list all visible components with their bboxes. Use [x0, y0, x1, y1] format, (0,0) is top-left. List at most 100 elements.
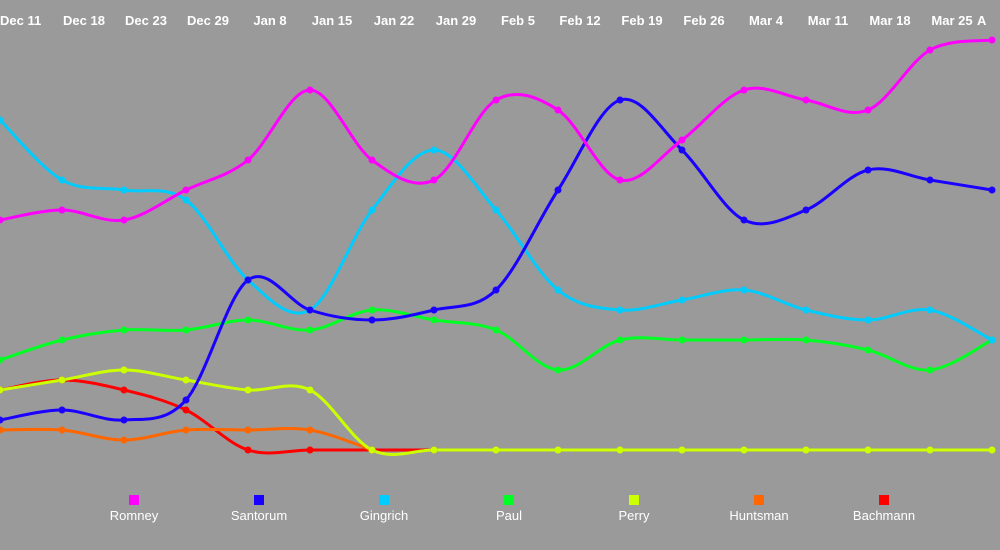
data-point-paul-2[interactable]	[120, 326, 128, 334]
data-point-gingrich-16[interactable]	[988, 336, 996, 344]
data-point-santorum-5[interactable]	[306, 306, 314, 314]
data-point-huntsman-3[interactable]	[182, 426, 190, 434]
data-point-gingrich-7[interactable]	[430, 146, 438, 154]
data-point-perry-6[interactable]	[368, 446, 376, 454]
data-point-romney-1[interactable]	[58, 206, 66, 214]
data-point-santorum-7[interactable]	[430, 306, 438, 314]
data-point-santorum-12[interactable]	[740, 216, 748, 224]
data-point-perry-14[interactable]	[864, 446, 872, 454]
legend-item-bachmann[interactable]: Bachmann	[853, 495, 915, 523]
data-point-perry-2[interactable]	[120, 366, 128, 374]
data-point-paul-0[interactable]	[0, 356, 4, 364]
data-point-santorum-9[interactable]	[554, 186, 562, 194]
data-point-perry-0[interactable]	[0, 386, 4, 394]
data-point-gingrich-10[interactable]	[616, 306, 624, 314]
data-point-santorum-10[interactable]	[616, 96, 624, 104]
data-point-huntsman-5[interactable]	[306, 426, 314, 434]
data-point-paul-10[interactable]	[616, 336, 624, 344]
data-point-gingrich-3[interactable]	[182, 196, 190, 204]
data-point-paul-11[interactable]	[678, 336, 686, 344]
data-point-romney-16[interactable]	[988, 36, 996, 44]
data-point-gingrich-9[interactable]	[554, 286, 562, 294]
data-point-romney-6[interactable]	[368, 156, 376, 164]
data-point-santorum-0[interactable]	[0, 416, 4, 424]
data-point-gingrich-2[interactable]	[120, 186, 128, 194]
data-point-paul-12[interactable]	[740, 336, 748, 344]
data-point-santorum-14[interactable]	[864, 166, 872, 174]
data-point-gingrich-12[interactable]	[740, 286, 748, 294]
data-point-gingrich-0[interactable]	[0, 116, 4, 124]
data-point-romney-3[interactable]	[182, 186, 190, 194]
data-point-santorum-8[interactable]	[492, 286, 500, 294]
data-point-paul-3[interactable]	[182, 326, 190, 334]
data-point-gingrich-13[interactable]	[802, 306, 810, 314]
legend-item-santorum[interactable]: Santorum	[231, 495, 287, 523]
data-point-paul-1[interactable]	[58, 336, 66, 344]
data-point-paul-9[interactable]	[554, 366, 562, 374]
data-point-perry-15[interactable]	[926, 446, 934, 454]
data-point-paul-4[interactable]	[244, 316, 252, 324]
data-point-gingrich-14[interactable]	[864, 316, 872, 324]
data-point-gingrich-6[interactable]	[368, 206, 376, 214]
data-point-perry-7[interactable]	[430, 446, 438, 454]
data-point-romney-15[interactable]	[926, 46, 934, 54]
data-point-perry-4[interactable]	[244, 386, 252, 394]
legend-item-huntsman[interactable]: Huntsman	[729, 495, 789, 523]
data-point-romney-5[interactable]	[306, 86, 314, 94]
data-point-santorum-4[interactable]	[244, 276, 252, 284]
data-point-perry-9[interactable]	[554, 446, 562, 454]
data-point-santorum-6[interactable]	[368, 316, 376, 324]
data-point-paul-8[interactable]	[492, 326, 500, 334]
data-point-paul-6[interactable]	[368, 306, 376, 314]
data-point-gingrich-11[interactable]	[678, 296, 686, 304]
data-point-paul-14[interactable]	[864, 346, 872, 354]
data-point-romney-4[interactable]	[244, 156, 252, 164]
data-point-paul-5[interactable]	[306, 326, 314, 334]
data-point-paul-13[interactable]	[802, 336, 810, 344]
data-point-huntsman-0[interactable]	[0, 426, 4, 434]
data-point-bachmann-4[interactable]	[244, 446, 252, 454]
data-point-romney-9[interactable]	[554, 106, 562, 114]
data-point-santorum-16[interactable]	[988, 186, 996, 194]
data-point-perry-12[interactable]	[740, 446, 748, 454]
data-point-bachmann-5[interactable]	[306, 446, 314, 454]
data-point-romney-12[interactable]	[740, 86, 748, 94]
data-point-gingrich-8[interactable]	[492, 206, 500, 214]
data-point-perry-3[interactable]	[182, 376, 190, 384]
legend-item-perry[interactable]: Perry	[618, 495, 650, 523]
data-point-perry-10[interactable]	[616, 446, 624, 454]
data-point-romney-2[interactable]	[120, 216, 128, 224]
data-point-romney-14[interactable]	[864, 106, 872, 114]
data-point-perry-5[interactable]	[306, 386, 314, 394]
data-point-santorum-13[interactable]	[802, 206, 810, 214]
data-point-bachmann-3[interactable]	[182, 406, 190, 414]
data-point-romney-10[interactable]	[616, 176, 624, 184]
data-point-gingrich-1[interactable]	[58, 176, 66, 184]
data-point-romney-0[interactable]	[0, 216, 4, 224]
data-point-santorum-2[interactable]	[120, 416, 128, 424]
data-point-bachmann-2[interactable]	[120, 386, 128, 394]
data-point-perry-11[interactable]	[678, 446, 686, 454]
data-point-gingrich-15[interactable]	[926, 306, 934, 314]
data-point-santorum-15[interactable]	[926, 176, 934, 184]
legend-item-romney[interactable]: Romney	[110, 495, 159, 523]
data-point-romney-11[interactable]	[678, 136, 686, 144]
data-point-paul-7[interactable]	[430, 316, 438, 324]
data-point-romney-13[interactable]	[802, 96, 810, 104]
legend-item-paul[interactable]: Paul	[496, 495, 522, 523]
data-point-paul-15[interactable]	[926, 366, 934, 374]
legend-item-gingrich[interactable]: Gingrich	[360, 495, 408, 523]
data-point-santorum-3[interactable]	[182, 396, 190, 404]
data-point-perry-8[interactable]	[492, 446, 500, 454]
data-point-huntsman-4[interactable]	[244, 426, 252, 434]
legend-swatch-huntsman	[754, 495, 764, 505]
data-point-santorum-11[interactable]	[678, 146, 686, 154]
data-point-huntsman-2[interactable]	[120, 436, 128, 444]
data-point-santorum-1[interactable]	[58, 406, 66, 414]
data-point-perry-16[interactable]	[988, 446, 996, 454]
data-point-huntsman-1[interactable]	[58, 426, 66, 434]
data-point-perry-13[interactable]	[802, 446, 810, 454]
data-point-romney-7[interactable]	[430, 176, 438, 184]
data-point-romney-8[interactable]	[492, 96, 500, 104]
data-point-perry-1[interactable]	[58, 376, 66, 384]
